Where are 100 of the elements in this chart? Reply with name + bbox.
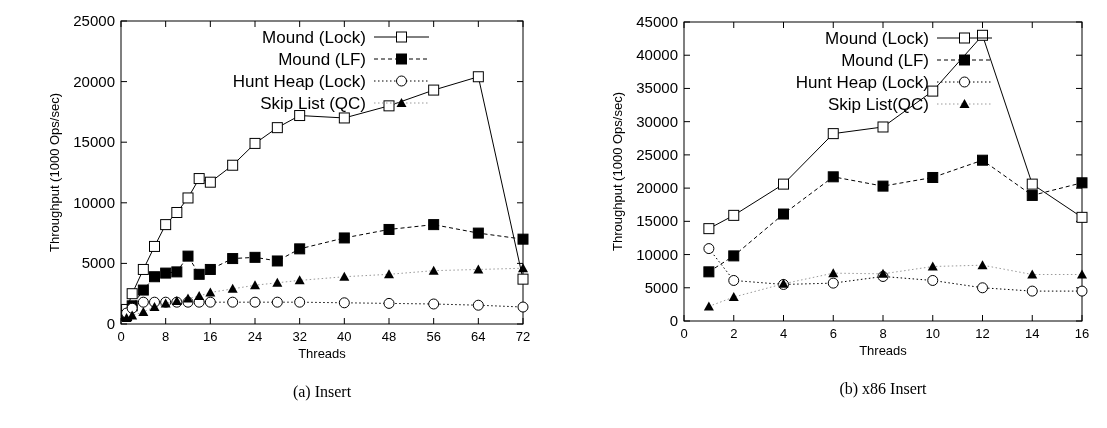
- x-axis-title: Threads: [859, 343, 908, 358]
- point: [227, 283, 238, 293]
- point: [927, 171, 939, 183]
- point: [1076, 285, 1088, 297]
- x-tick-label: 16: [1074, 326, 1090, 341]
- point: [384, 269, 394, 279]
- y-tick-label: 0: [669, 312, 678, 329]
- point: [703, 223, 715, 235]
- point: [428, 219, 440, 231]
- point: [137, 263, 149, 275]
- point: [149, 271, 160, 283]
- point: [227, 159, 239, 171]
- point: [183, 293, 193, 303]
- point: [827, 128, 839, 140]
- y-tick-label: 45000: [636, 13, 678, 30]
- point: [728, 274, 740, 286]
- x-tick-label: 14: [1025, 326, 1040, 341]
- point: [182, 192, 194, 204]
- point: [160, 219, 172, 231]
- point: [878, 268, 888, 278]
- x-tick-label: 32: [292, 329, 307, 344]
- point: [182, 250, 194, 262]
- point: [193, 268, 205, 280]
- y-tick-label: 40000: [636, 46, 678, 64]
- point: [294, 243, 306, 255]
- point: [227, 296, 239, 308]
- point: [338, 232, 350, 244]
- x-tick-label: 24: [247, 329, 263, 344]
- y-axis-title: Throughput (1000 Ops/sec): [47, 93, 62, 252]
- point: [1026, 285, 1038, 297]
- y-tick-label: 5000: [81, 254, 115, 272]
- point: [703, 301, 714, 311]
- point: [249, 137, 261, 149]
- x-tick-label: 16: [203, 329, 218, 344]
- point: [472, 227, 484, 239]
- x-tick-label: 10: [925, 326, 940, 341]
- point: [204, 176, 216, 188]
- point: [294, 296, 306, 308]
- point: [204, 263, 216, 275]
- point: [1076, 177, 1088, 189]
- point: [249, 251, 261, 263]
- point: [1026, 189, 1038, 201]
- legend-label: Hunt Heap (Lock): [232, 72, 366, 91]
- y-tick-label: 5000: [644, 278, 678, 296]
- y-tick-label: 15000: [636, 212, 678, 230]
- y-tick-label: 10000: [636, 245, 678, 263]
- point: [827, 277, 839, 289]
- point: [294, 275, 305, 285]
- point: [703, 243, 715, 255]
- point: [294, 110, 306, 122]
- x-axis-title: Threads: [298, 346, 347, 361]
- point: [517, 273, 529, 285]
- point: [160, 267, 172, 279]
- y-tick-label: 25000: [636, 145, 678, 163]
- point: [728, 292, 739, 302]
- point: [428, 84, 440, 96]
- x-tick-label: 4: [779, 326, 788, 341]
- legend-label: Mound (LF): [278, 50, 366, 69]
- point: [193, 173, 205, 185]
- x-tick-label: 8: [879, 326, 887, 341]
- point: [171, 207, 183, 218]
- point: [1076, 211, 1088, 223]
- point: [927, 261, 938, 271]
- point: [149, 240, 160, 252]
- y-tick-label: 10000: [73, 193, 115, 211]
- point: [194, 291, 205, 301]
- point: [428, 298, 440, 310]
- point: [126, 288, 138, 300]
- point: [338, 297, 350, 309]
- x-tick-label: 0: [680, 326, 688, 341]
- legend-label: Mound (LF): [841, 51, 929, 70]
- y-tick-label: 25000: [73, 12, 115, 29]
- y-axis-title: Throughput (1000 Ops/sec): [610, 92, 625, 251]
- text: (b) x86 Insert: [839, 380, 928, 398]
- x-tick-label: 12: [975, 326, 990, 341]
- point: [927, 85, 939, 97]
- text: (a) Insert: [292, 383, 352, 401]
- point: [877, 121, 889, 133]
- point: [517, 233, 529, 245]
- x-tick-label: 64: [471, 329, 486, 344]
- x-tick-label: 0: [117, 329, 125, 344]
- point: [338, 112, 350, 124]
- x-tick-label: 72: [515, 329, 531, 344]
- y-tick-label: 30000: [636, 112, 678, 130]
- point: [728, 209, 740, 221]
- point: [778, 208, 789, 220]
- point: [703, 266, 715, 278]
- point: [272, 277, 283, 287]
- y-tick-label: 20000: [636, 179, 678, 197]
- legend-label: Skip List (QC): [260, 94, 366, 113]
- x-tick-label: 48: [381, 329, 397, 344]
- point: [204, 296, 216, 308]
- point: [339, 271, 350, 281]
- point: [472, 71, 484, 83]
- x-tick-label: 40: [337, 329, 352, 344]
- point: [977, 154, 988, 166]
- legend-label: Mound (Lock): [825, 29, 929, 48]
- point: [271, 122, 283, 134]
- point: [877, 180, 889, 192]
- y-tick-label: 20000: [73, 72, 115, 90]
